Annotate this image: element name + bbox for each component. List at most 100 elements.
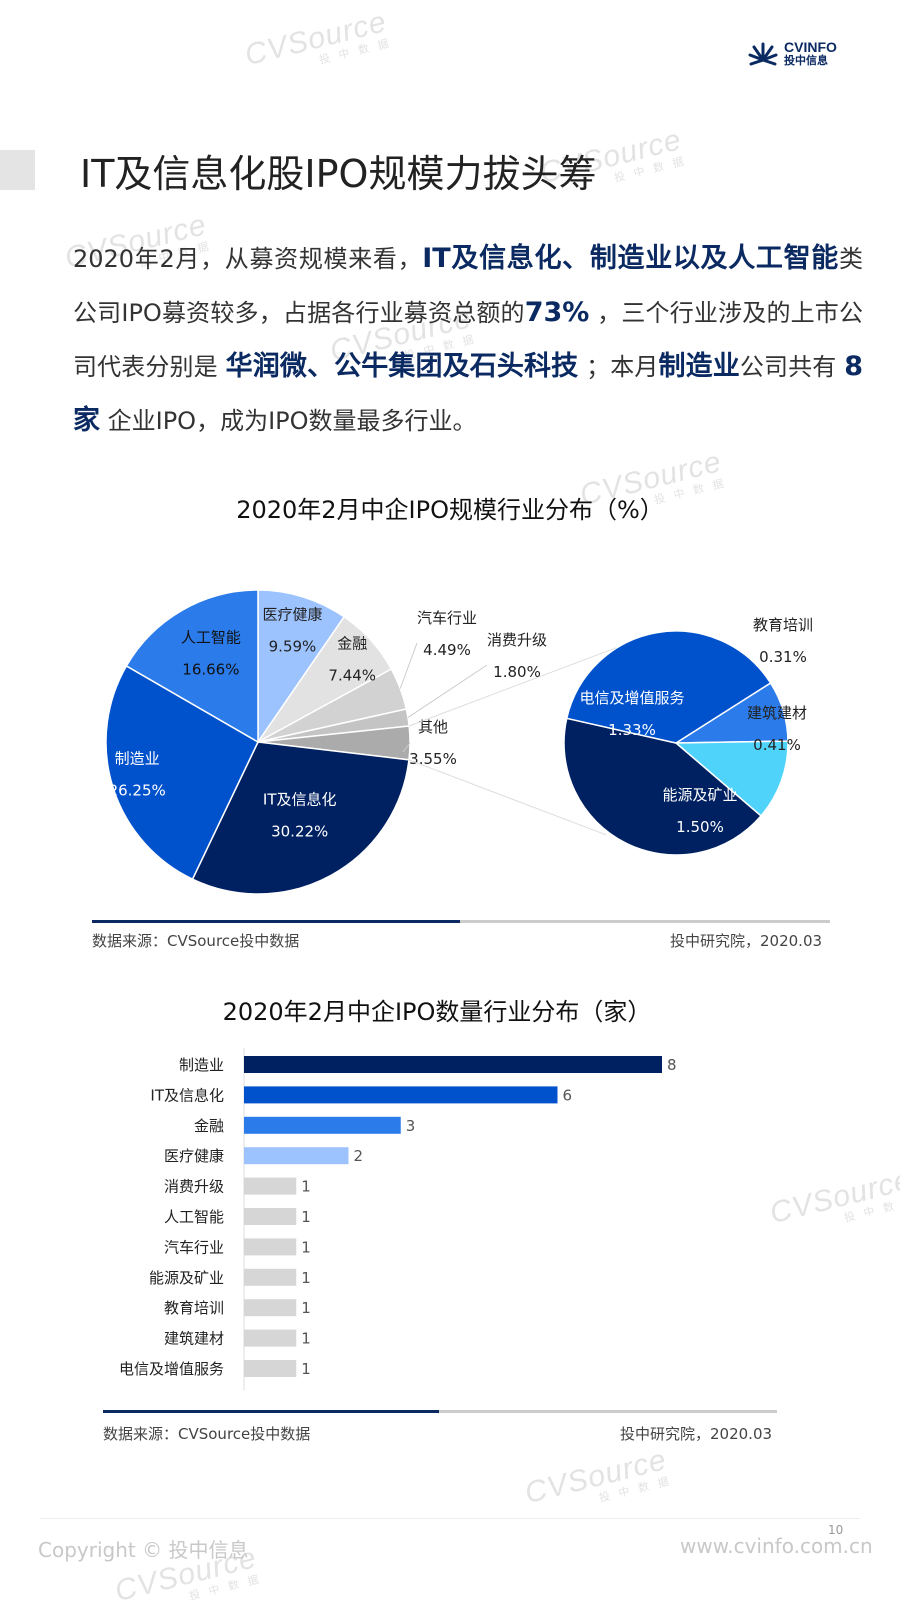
breakout-label: 教育培训: [753, 616, 813, 634]
divider-line: [460, 920, 830, 923]
pie-value: 1.80%: [493, 663, 541, 681]
bar-category-label: 人工智能: [164, 1208, 224, 1226]
bar: [244, 1177, 297, 1195]
pie-label: 制造业: [115, 750, 160, 768]
bar-category-label: 电信及增值服务: [119, 1360, 224, 1378]
bar-value-label: 1: [301, 1360, 311, 1378]
sunburst-logo-icon: [748, 42, 778, 66]
breakout-label: 电信及增值服务: [579, 689, 684, 707]
bar-value-label: 3: [406, 1117, 416, 1135]
divider-accent: [92, 920, 460, 923]
intro-highlight: 制造业: [658, 351, 740, 382]
bar-credit: 投中研究院，2020.03: [620, 1425, 773, 1443]
bar-value-label: 2: [354, 1147, 364, 1165]
bar: [244, 1056, 662, 1073]
pie-label: IT及信息化: [263, 791, 337, 809]
bar: [244, 1268, 297, 1286]
pie-value: 4.49%: [423, 641, 471, 659]
bar-value-label: 8: [667, 1056, 677, 1074]
pie-label: 消费升级: [487, 631, 547, 649]
copyright-text: Copyright © 投中信息: [38, 1538, 249, 1562]
bar-category-label: 医疗健康: [164, 1147, 224, 1165]
pie-chart: 医疗健康 9.59% 金融 7.44% IT及信息化 30.22% 制造业 26.25% 人工智…: [105, 589, 813, 895]
pie-label: 金融: [337, 635, 367, 653]
bar-chart-title: 2020年2月中企IPO数量行业分布（家）: [222, 998, 652, 1026]
breakout-label: 建筑建材: [747, 704, 807, 722]
intro-highlight: 8 家: [73, 351, 864, 436]
bar-category-label: 能源及矿业: [149, 1269, 224, 1287]
bar: [244, 1329, 297, 1347]
breakout-slice: [674, 740, 789, 817]
breakout-slice: [563, 717, 763, 856]
divider-accent: [103, 1410, 439, 1413]
bar: [244, 1208, 297, 1225]
brand-logo: CVINFO 投中信息: [748, 40, 837, 68]
bar-category-label: IT及信息化: [150, 1086, 224, 1104]
bar: [244, 1299, 297, 1317]
leader-line: [399, 642, 418, 689]
connector-line: [408, 759, 607, 836]
pie-value: 7.44%: [328, 667, 376, 685]
breakout-slice: [565, 630, 772, 744]
divider-line: [439, 1410, 777, 1413]
pie-slice: [105, 664, 259, 881]
bar-value-label: 1: [301, 1299, 311, 1317]
pie-label: 其他: [418, 718, 448, 736]
intro-highlight: IT及信息化、制造业以及人工智能: [422, 243, 839, 274]
connector-line: [408, 647, 617, 727]
breakout-value: 1.33%: [608, 721, 656, 739]
bar: [244, 1086, 558, 1104]
intro-highlight: 华润微、公牛集团及石头科技: [225, 351, 579, 382]
bar-value-label: 6: [563, 1086, 573, 1104]
bar-category-label: 金融: [194, 1117, 224, 1135]
pie-value: 26.25%: [109, 782, 166, 800]
bar-value-label: 1: [301, 1208, 311, 1226]
intro-highlight: 73%: [524, 297, 590, 328]
intro-text: 2020年2月，从募资规模来看，: [73, 245, 423, 273]
pie-value: 16.66%: [182, 660, 239, 678]
bar-category-label: 建筑建材: [164, 1330, 224, 1348]
pie-value: 3.55%: [409, 750, 457, 768]
leader-line: [402, 742, 411, 753]
bar-category-label: 汽车行业: [164, 1238, 224, 1256]
bar-chart: 制造业 8 IT及信息化 6 金融 3 医疗健康 2 消费升级 1 人工智能 1 汽车行业 1 能源及矿业 1…: [119, 1048, 677, 1391]
intro-paragraph: 2020年2月，从募资规模来看，IT及信息化、制造业以及人工智能类公司IPO募资…: [73, 232, 863, 448]
bar-category-label: 制造业: [179, 1056, 224, 1074]
bar: [244, 1360, 297, 1377]
bar-category-label: 消费升级: [164, 1178, 224, 1196]
page-number: 10: [828, 1523, 844, 1537]
pie-value: 9.59%: [269, 637, 317, 655]
title-accent-bar: [0, 150, 35, 190]
breakout-value: 0.31%: [759, 648, 807, 666]
breakout-value: 0.41%: [753, 736, 801, 754]
intro-text: 公司共有: [739, 353, 845, 381]
breakout-value: 1.50%: [676, 818, 724, 836]
logo-subtitle: 投中信息: [784, 54, 828, 67]
pie-value: 30.22%: [271, 823, 328, 841]
intro-text: 类公司IPO募资较多，占据各行业募资总额的: [73, 245, 863, 327]
bar-source: 数据来源：CVSource投中数据: [103, 1425, 311, 1443]
pie-chart-title: 2020年2月中企IPO规模行业分布（%）: [236, 496, 664, 524]
bar-category-label: 教育培训: [164, 1299, 224, 1317]
pie-source: 数据来源：CVSource投中数据: [92, 932, 300, 950]
breakout-label: 能源及矿业: [662, 786, 737, 804]
pie-slice: [257, 589, 346, 745]
bar-value-label: 1: [301, 1238, 311, 1256]
pie-credit: 投中研究院，2020.03: [670, 932, 823, 950]
page-title: IT及信息化股IPO规模力拔头筹: [80, 152, 597, 196]
leader-line: [407, 664, 488, 718]
pie-label: 汽车行业: [417, 609, 477, 627]
bar: [244, 1238, 297, 1256]
intro-text: ，三个行业涉及的上市公司代表分别是: [73, 299, 863, 381]
pie-label: 人工智能: [181, 628, 241, 646]
bar: [244, 1147, 349, 1165]
intro-text: 企业IPO，成为IPO数量最多行业。: [100, 407, 477, 435]
footer-divider: [40, 1518, 860, 1519]
bar-value-label: 1: [301, 1269, 311, 1287]
website-link[interactable]: www.cvinfo.com.cn: [680, 1534, 873, 1558]
intro-text: ；本月: [578, 353, 659, 381]
bar: [244, 1116, 401, 1134]
bar-value-label: 1: [301, 1330, 311, 1348]
